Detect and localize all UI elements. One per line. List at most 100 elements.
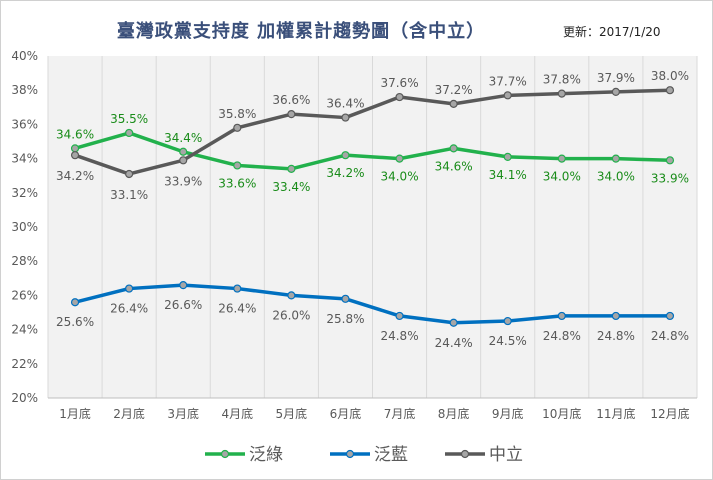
data-label: 24.5% bbox=[489, 334, 527, 348]
data-label: 36.4% bbox=[326, 97, 364, 111]
data-point bbox=[233, 284, 242, 293]
x-tick-label: 10月底 bbox=[542, 406, 581, 421]
data-point bbox=[287, 164, 296, 173]
data-label: 33.9% bbox=[651, 171, 689, 185]
data-label: 24.8% bbox=[543, 329, 581, 343]
data-point bbox=[179, 281, 188, 290]
data-label: 34.6% bbox=[435, 159, 473, 173]
data-label: 33.9% bbox=[164, 174, 202, 188]
legend-label: 中立 bbox=[489, 445, 523, 465]
data-point bbox=[179, 147, 188, 156]
data-point bbox=[179, 156, 188, 165]
data-label: 34.0% bbox=[380, 170, 418, 184]
data-point bbox=[287, 110, 296, 119]
data-point bbox=[503, 91, 512, 100]
data-point bbox=[233, 123, 242, 132]
data-point bbox=[341, 151, 350, 160]
y-tick-label: 20% bbox=[11, 391, 38, 405]
data-label: 33.1% bbox=[110, 188, 148, 202]
data-label: 35.5% bbox=[110, 112, 148, 126]
data-label: 34.2% bbox=[56, 169, 94, 183]
y-tick-label: 28% bbox=[11, 254, 38, 268]
data-label: 34.1% bbox=[489, 168, 527, 182]
y-tick-label: 36% bbox=[11, 117, 38, 131]
y-tick-label: 34% bbox=[11, 152, 38, 166]
data-point bbox=[503, 316, 512, 326]
y-tick-label: 32% bbox=[11, 186, 38, 200]
data-label: 34.0% bbox=[597, 170, 635, 184]
data-label: 25.8% bbox=[326, 312, 364, 326]
data-point bbox=[125, 128, 134, 138]
data-point bbox=[395, 311, 404, 321]
data-point bbox=[611, 154, 620, 163]
data-point bbox=[70, 151, 80, 160]
legend-marker bbox=[460, 449, 470, 459]
x-tick-label: 11月底 bbox=[596, 406, 635, 421]
data-label: 26.4% bbox=[110, 302, 148, 316]
chart-title: 臺灣政黨支持度 加權累計趨勢圖（含中立） bbox=[116, 21, 486, 42]
data-label: 26.0% bbox=[272, 308, 310, 322]
data-point bbox=[557, 89, 566, 98]
data-point bbox=[665, 86, 675, 95]
data-label: 34.6% bbox=[56, 127, 94, 141]
data-label: 24.8% bbox=[380, 329, 418, 343]
data-label: 34.2% bbox=[326, 166, 364, 180]
data-point bbox=[70, 298, 80, 307]
data-label: 34.4% bbox=[164, 131, 202, 145]
data-label: 34.0% bbox=[543, 170, 581, 184]
legend-label: 泛綠 bbox=[249, 445, 283, 465]
data-label: 37.8% bbox=[543, 73, 581, 87]
x-tick-label: 9月底 bbox=[492, 406, 524, 421]
y-tick-label: 40% bbox=[11, 49, 38, 63]
data-point bbox=[665, 311, 675, 321]
series-line-2 bbox=[74, 88, 671, 176]
data-point bbox=[503, 152, 512, 161]
data-label: 26.4% bbox=[218, 302, 256, 316]
data-point bbox=[233, 161, 242, 170]
data-point bbox=[611, 311, 620, 321]
x-tick-label: 7月底 bbox=[384, 406, 416, 421]
data-label: 38.0% bbox=[651, 69, 689, 83]
y-tick-label: 30% bbox=[11, 220, 38, 234]
series-line-1 bbox=[74, 283, 670, 325]
data-point bbox=[395, 154, 404, 163]
data-label: 33.6% bbox=[218, 176, 256, 190]
x-tick-label: 6月底 bbox=[330, 406, 362, 421]
data-point bbox=[395, 92, 404, 102]
data-label: 37.6% bbox=[380, 76, 418, 90]
data-label: 24.4% bbox=[435, 336, 473, 350]
data-label: 37.7% bbox=[489, 74, 527, 88]
data-point bbox=[341, 113, 350, 122]
x-tick-label: 1月底 bbox=[59, 406, 91, 421]
data-label: 36.6% bbox=[272, 93, 310, 107]
data-label: 33.4% bbox=[272, 180, 310, 194]
legend-marker bbox=[220, 449, 230, 459]
x-tick-label: 4月底 bbox=[221, 406, 253, 421]
data-point bbox=[557, 311, 566, 321]
x-tick-label: 5月底 bbox=[276, 406, 308, 421]
data-point bbox=[341, 294, 350, 303]
data-label: 35.8% bbox=[218, 107, 256, 121]
y-tick-label: 26% bbox=[11, 288, 38, 302]
data-point bbox=[449, 144, 458, 153]
data-label: 37.2% bbox=[435, 83, 473, 97]
y-tick-label: 22% bbox=[11, 357, 38, 371]
data-point bbox=[449, 318, 458, 327]
x-tick-label: 8月底 bbox=[438, 406, 470, 421]
legend-marker bbox=[345, 449, 355, 459]
data-point bbox=[449, 99, 458, 108]
x-tick-label: 12月底 bbox=[650, 406, 689, 421]
data-point bbox=[611, 87, 620, 97]
data-point bbox=[125, 284, 134, 293]
data-label: 24.8% bbox=[651, 329, 689, 343]
data-point bbox=[557, 154, 566, 163]
data-label: 37.9% bbox=[597, 71, 635, 85]
x-tick-label: 2月底 bbox=[113, 406, 145, 421]
data-point bbox=[70, 144, 80, 153]
series-line-0 bbox=[74, 131, 671, 171]
legend-label: 泛藍 bbox=[374, 445, 408, 465]
data-point bbox=[287, 291, 296, 300]
data-label: 26.6% bbox=[164, 298, 202, 312]
x-tick-label: 3月底 bbox=[167, 406, 199, 421]
